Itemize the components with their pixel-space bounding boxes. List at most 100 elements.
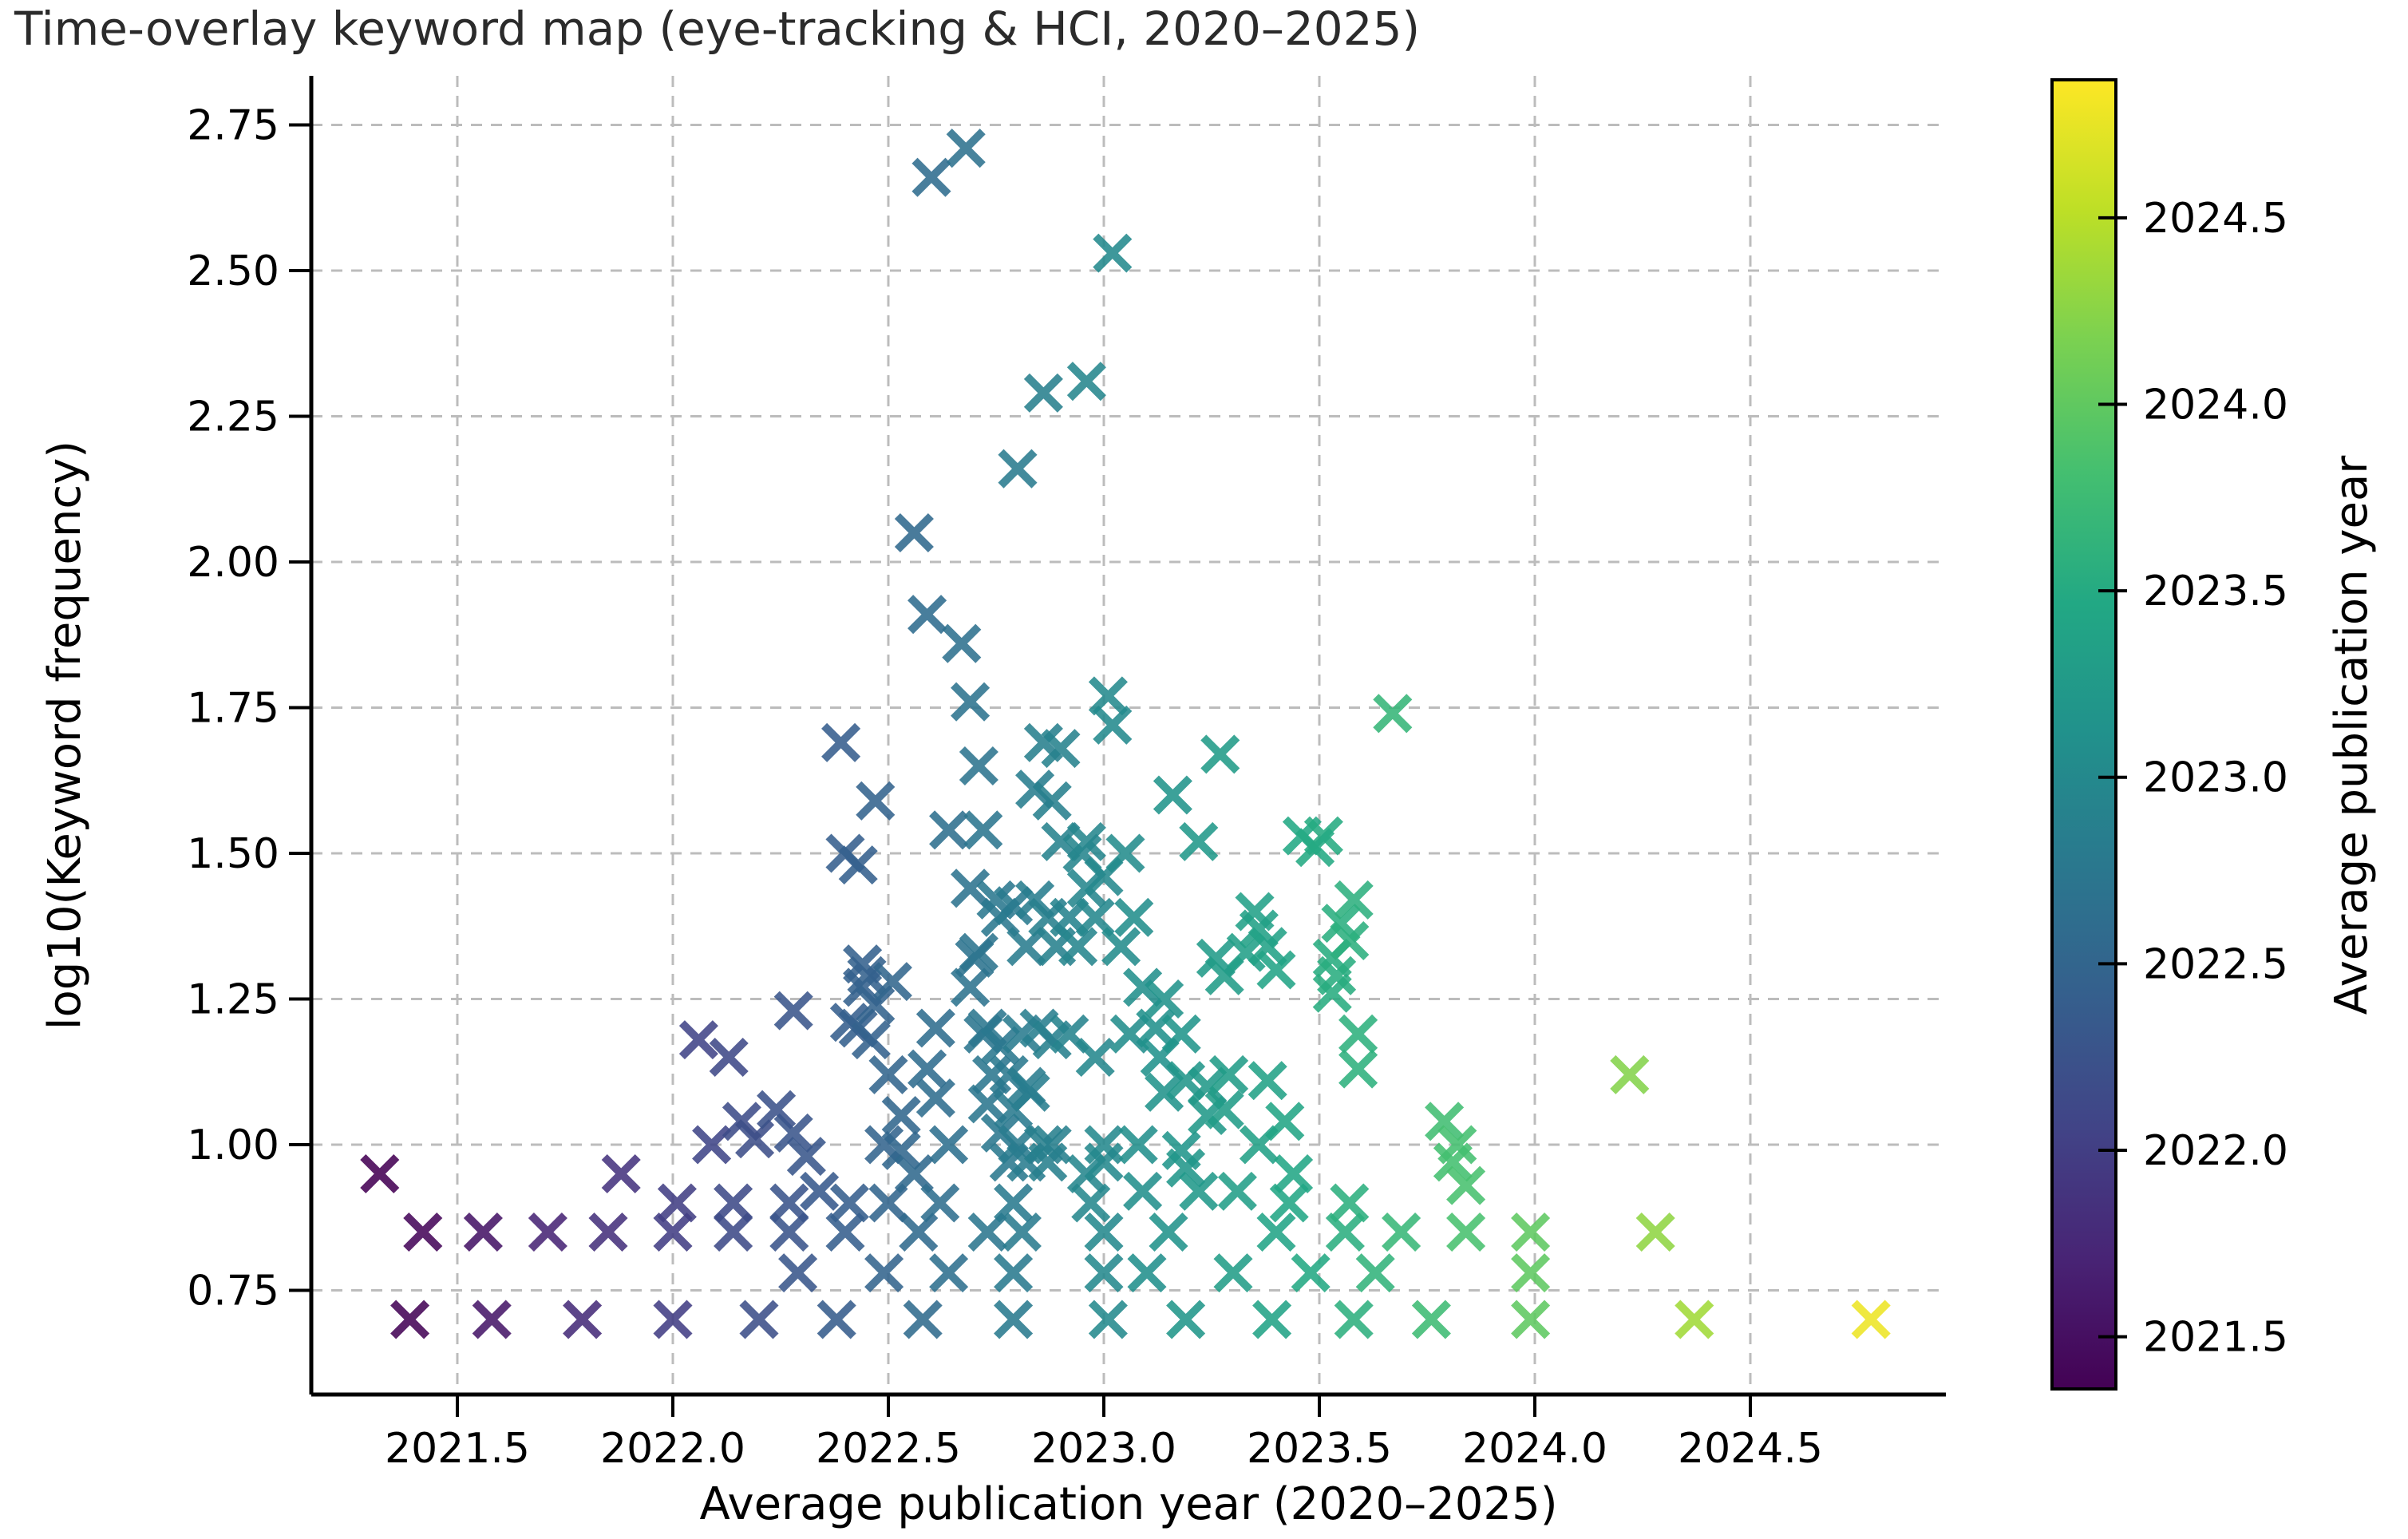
colorbar-ticks (2098, 216, 2127, 1339)
data-point-marker (1446, 1212, 1486, 1252)
data-point-marker (588, 1212, 628, 1252)
data-point-marker (403, 1212, 443, 1252)
data-point-marker (1247, 1061, 1287, 1101)
data-point-marker (1382, 1212, 1421, 1252)
data-point-marker (1032, 781, 1072, 821)
data-point-marker (769, 1183, 809, 1223)
data-point-marker (1123, 967, 1163, 1007)
data-point-marker (821, 722, 861, 762)
data-point-marker (1330, 920, 1370, 961)
data-point-marker (1373, 694, 1413, 734)
chart-title: Time-overlay keyword map (eye-tracking &… (14, 2, 1420, 56)
data-point-marker (929, 1125, 969, 1165)
data-point-marker (360, 1153, 400, 1194)
data-point-marker (1188, 1066, 1228, 1106)
data-point-marker (903, 1300, 943, 1339)
data-point-marker (920, 1183, 960, 1223)
data-point-marker (1161, 1014, 1201, 1054)
data-point-marker (1355, 1253, 1395, 1293)
x-tick-label: 2024.0 (1462, 1425, 1607, 1473)
data-point-marker (1032, 1125, 1072, 1165)
data-point-marker (1127, 1253, 1167, 1293)
data-point-marker (951, 868, 990, 908)
data-point-marker (1166, 1148, 1206, 1188)
colorbar-tick-labels: 2021.5 2022.0 2022.5 2023.0 2023.5 2024.0 2024… (2143, 195, 2288, 1362)
data-point-marker (1084, 1253, 1124, 1293)
data-point-marker (915, 1078, 955, 1118)
data-point-marker (735, 1119, 775, 1159)
colorbar-tick-label: 2024.0 (2143, 381, 2288, 429)
data-point-marker (657, 1183, 697, 1223)
data-point-marker (1166, 1300, 1206, 1339)
data-point-marker (881, 1095, 921, 1136)
data-point-marker (1274, 1153, 1314, 1194)
x-axis-label: Average publication year (2020–2025) (699, 1478, 1557, 1530)
x-tick-label: 2024.5 (1678, 1425, 1823, 1473)
data-point-marker (1118, 1125, 1158, 1165)
data-point-marker (563, 1300, 603, 1339)
data-point-marker (1217, 1171, 1257, 1211)
data-point-marker (1247, 927, 1287, 967)
data-point-marker (959, 746, 998, 786)
data-point-marker (1084, 1142, 1124, 1182)
data-point-marker (1179, 821, 1219, 861)
data-point-marker (1002, 1212, 1042, 1252)
data-point-marker (856, 985, 896, 1025)
data-point-marker (881, 1130, 921, 1170)
data-point-marker (1851, 1300, 1891, 1339)
data-point-marker (942, 623, 982, 663)
y-tick-label: 0.75 (187, 1268, 279, 1315)
data-point-marker (714, 1212, 753, 1252)
data-point-marker (851, 1020, 891, 1060)
data-point-marker (1291, 1253, 1331, 1293)
data-point-marker (1425, 1102, 1465, 1141)
data-point-marker (1334, 880, 1374, 920)
data-point-marker (951, 967, 990, 1007)
data-point-marker (1610, 1054, 1650, 1094)
data-point-marker (1209, 1054, 1249, 1094)
data-point-marker (1041, 729, 1081, 769)
data-point-marker (528, 1212, 567, 1252)
y-tick-label: 2.50 (187, 247, 279, 295)
data-point-marker (786, 1137, 826, 1177)
x-tick-label: 2022.0 (600, 1425, 745, 1473)
data-point-marker (714, 1183, 753, 1223)
data-point-marker (899, 1212, 939, 1252)
data-point-marker (951, 682, 990, 722)
gridlines (311, 76, 1946, 1395)
x-tick-label: 2022.5 (816, 1425, 961, 1473)
data-point-marker (1066, 821, 1106, 861)
data-point-marker (653, 1300, 693, 1339)
data-point-marker (773, 1113, 813, 1153)
data-point-marker (601, 1153, 641, 1194)
data-point-marker (1312, 973, 1352, 1013)
x-tick-label: 2021.5 (385, 1425, 530, 1473)
colorbar-tick-label: 2021.5 (2143, 1314, 2288, 1362)
data-point-marker (769, 1212, 809, 1252)
data-point-marker (998, 449, 1038, 489)
data-point-marker (1023, 373, 1063, 413)
data-point-marker (1123, 1171, 1163, 1211)
data-point-marker (915, 1008, 955, 1048)
data-point-marker (994, 1253, 1034, 1293)
data-point-marker (1511, 1212, 1551, 1252)
y-tick-label: 1.00 (187, 1122, 279, 1169)
data-point-marker (1213, 1253, 1253, 1293)
data-point-marker (1105, 833, 1145, 873)
colorbar-gradient (2052, 80, 2116, 1389)
data-point-marker (856, 781, 896, 821)
data-point-marker (463, 1212, 503, 1252)
y-tick-label: 1.50 (187, 830, 279, 878)
data-point-marker (929, 1253, 969, 1293)
data-point-marker (1179, 1171, 1219, 1211)
data-point-marker (757, 1090, 797, 1130)
data-point-marker (907, 595, 947, 635)
data-point-marker (1010, 1072, 1050, 1112)
data-point-marker (1446, 1165, 1486, 1205)
data-point-marker (994, 1183, 1034, 1223)
data-point-marker (1511, 1300, 1551, 1339)
data-point-marker (1114, 897, 1154, 937)
data-point-marker (894, 512, 934, 553)
data-point-marker (1093, 705, 1133, 745)
